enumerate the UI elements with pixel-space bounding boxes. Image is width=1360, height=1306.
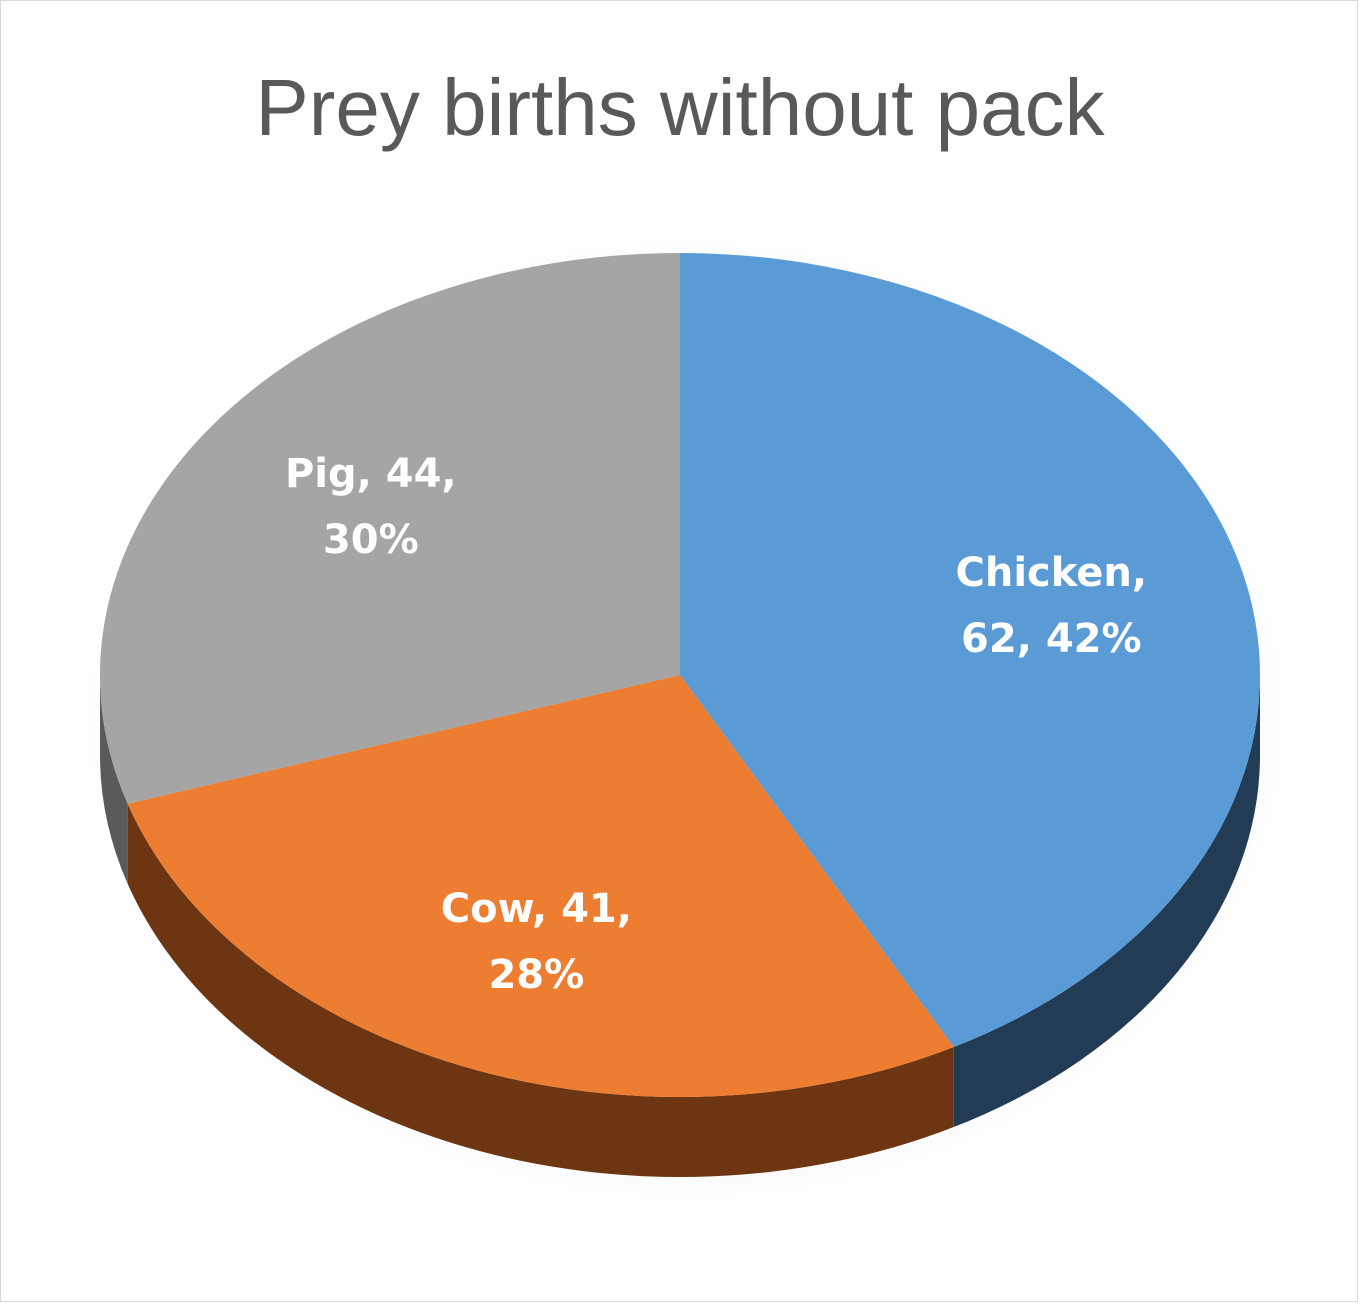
data-label-cow: Cow, 41, 28% <box>441 886 632 998</box>
pie-slice-cow <box>127 675 954 1097</box>
chart-title: Prey births without pack <box>255 63 1105 152</box>
pie-side-cow <box>127 803 954 1177</box>
pie-side-chicken <box>953 675 1260 1128</box>
pie-slice-chicken <box>680 253 1261 1048</box>
data-label-chicken: Chicken, 62, 42% <box>956 550 1148 662</box>
pie-side-pig <box>100 675 128 884</box>
data-label-pig: Pig, 44, 30% <box>285 451 457 563</box>
pie-slice-pig <box>99 253 681 804</box>
